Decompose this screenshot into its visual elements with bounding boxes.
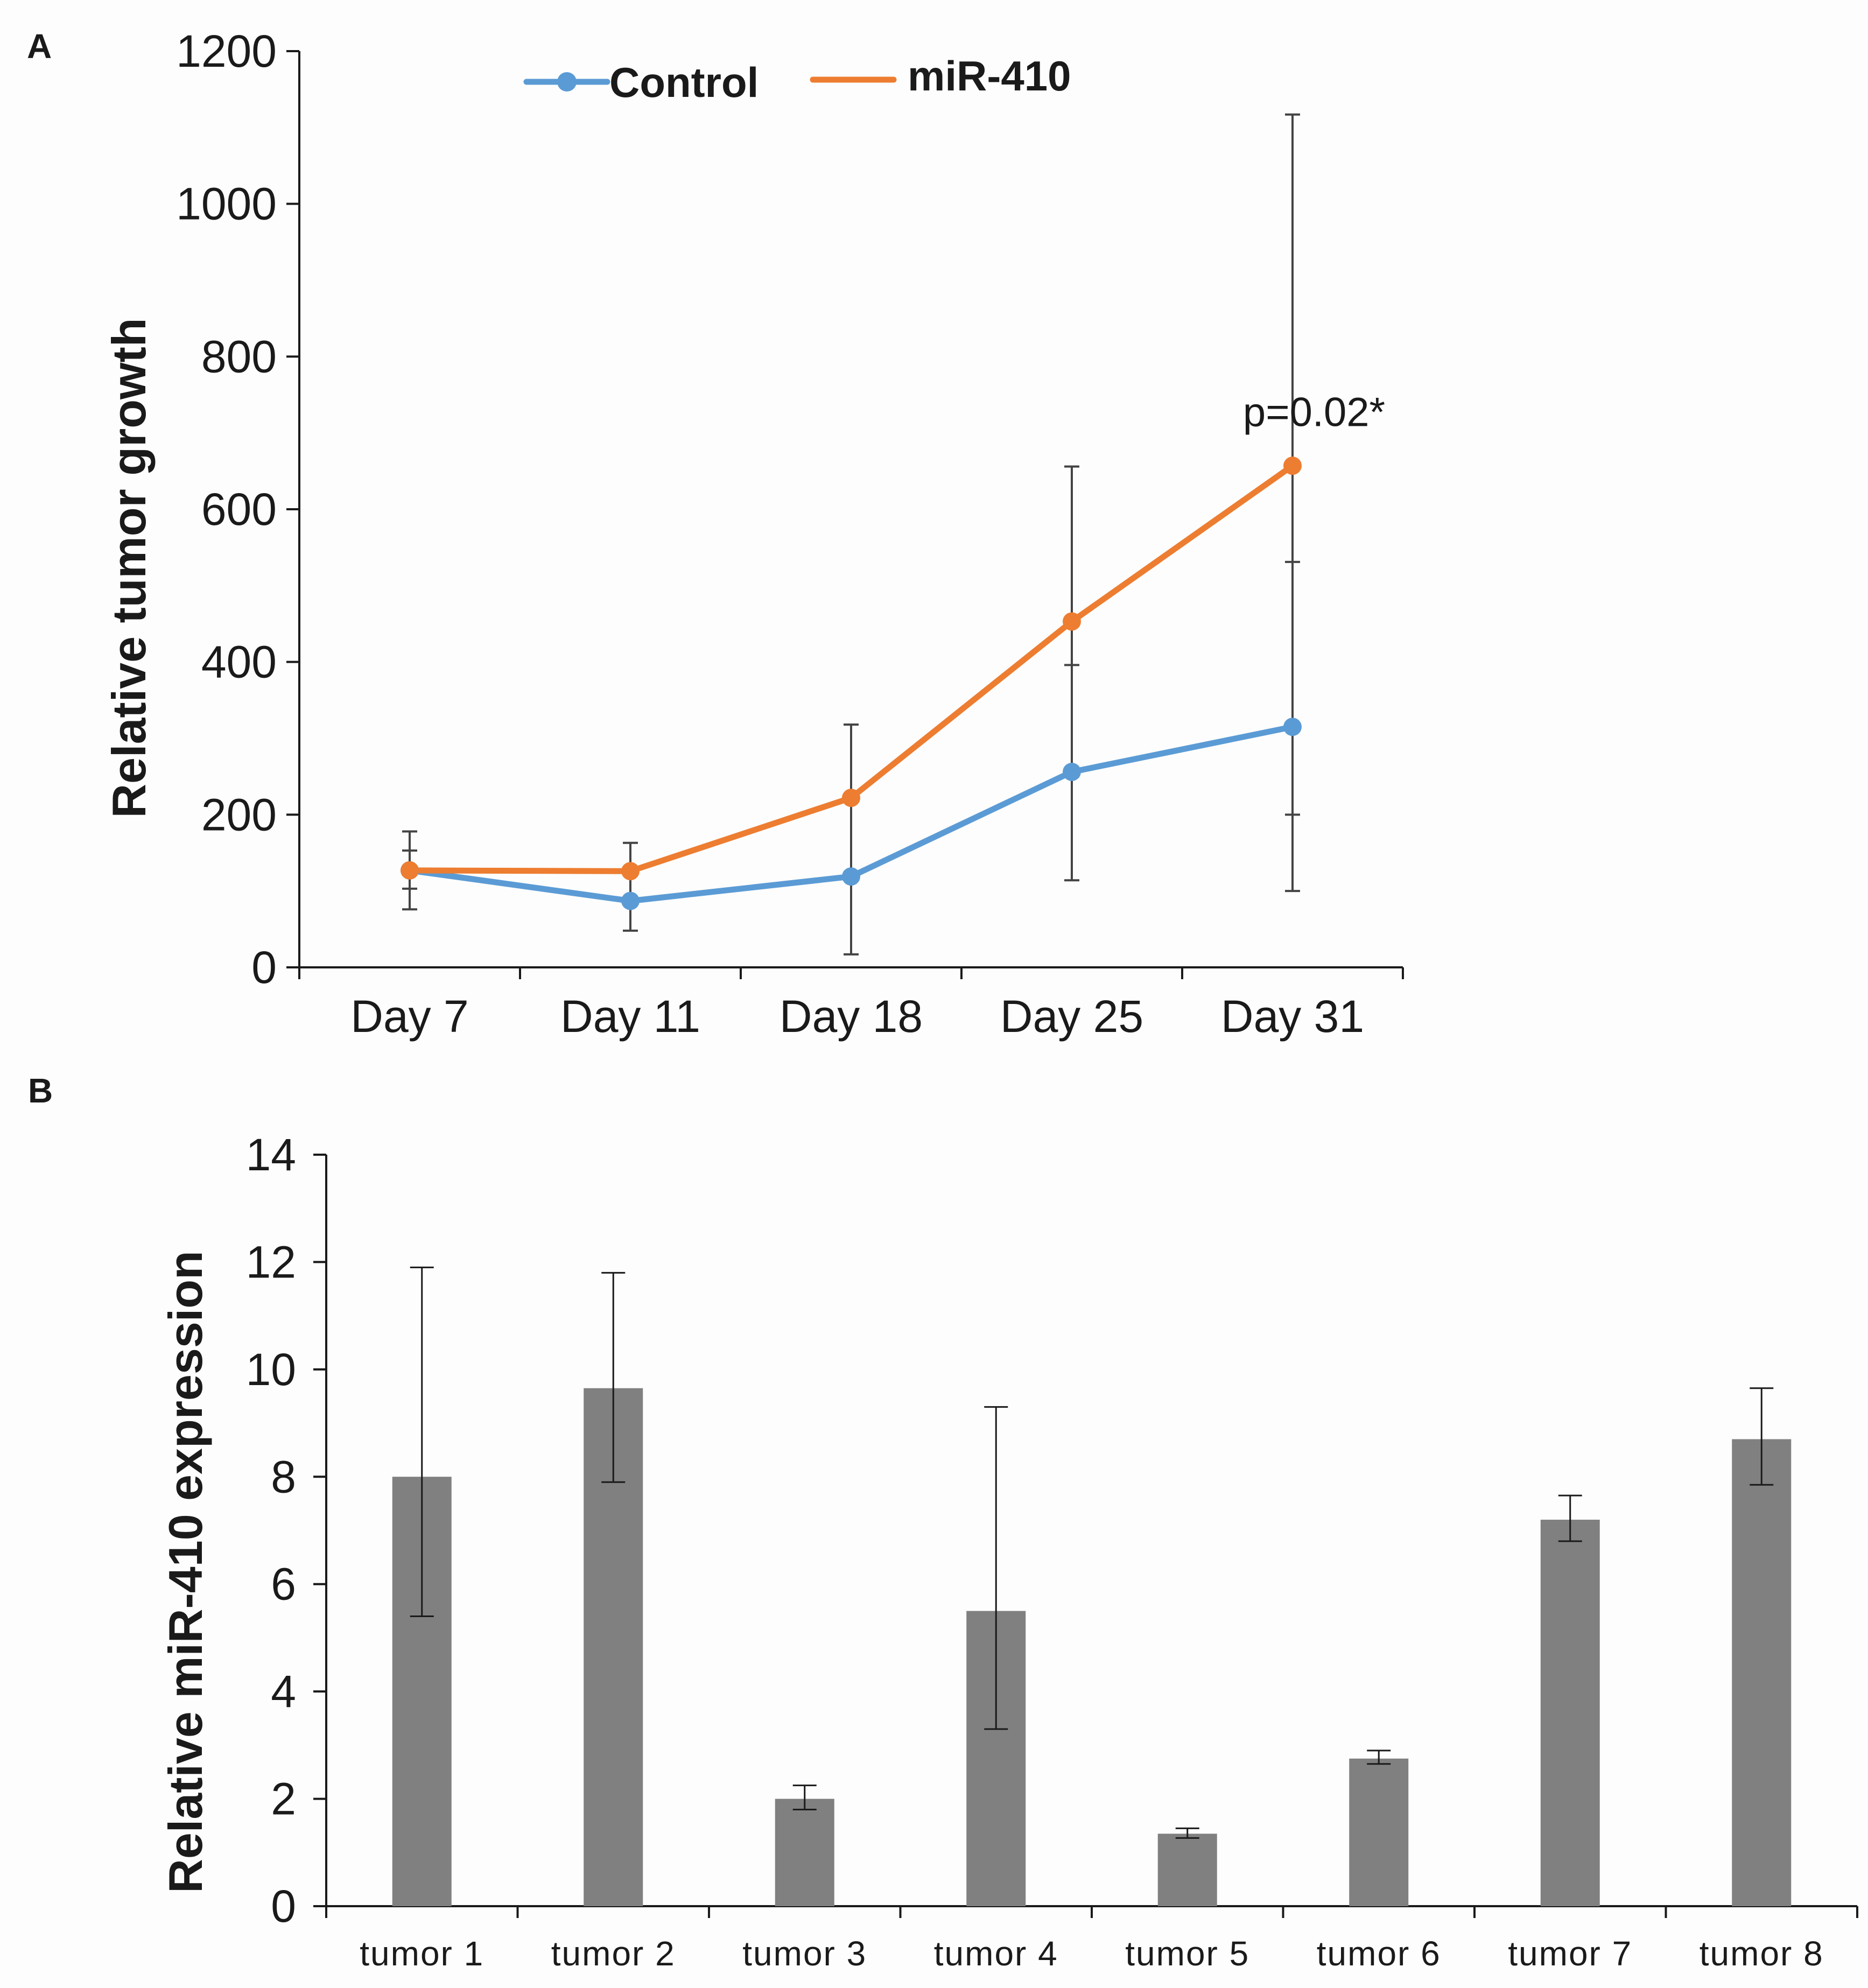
chart-b-x-tick-label: tumor 6: [1317, 1934, 1441, 1973]
data-point-control: [842, 867, 860, 886]
chart-b-y-tick-label: 8: [271, 1451, 296, 1502]
chart-a-y-tick-label: 600: [201, 484, 277, 535]
chart-b-y-tick-label: 12: [246, 1237, 296, 1287]
bar-tumor-5: [1157, 1834, 1217, 1906]
chart-b-y-ticks: 0 2 4 6 8 10 12 14: [246, 1129, 326, 1931]
data-point-mir-410: [1283, 456, 1302, 475]
chart-a-y-tick-label: 1200: [176, 26, 277, 76]
chart-a-legend: Control miR-410: [523, 52, 1071, 106]
panel-a-label: A: [27, 27, 52, 66]
chart-b-x-tick-label: tumor 8: [1700, 1934, 1824, 1973]
legend-control-label: Control: [609, 59, 759, 106]
chart-b-x-tick-label: tumor 5: [1125, 1934, 1249, 1973]
chart-b-x-tick-label: tumor 4: [934, 1934, 1058, 1973]
chart-a-y-tick-label: 800: [201, 331, 277, 382]
chart-b-x-tick-label: tumor 7: [1508, 1934, 1632, 1973]
chart-a-y-axis-label: Relative tumor growth: [102, 318, 156, 818]
chart-a-y-tick-label: 400: [201, 637, 277, 687]
data-point-mir-410: [1063, 612, 1081, 631]
chart-b-bars: [392, 1266, 1792, 1906]
chart-a-x-tick-label: Day 7: [350, 991, 468, 1042]
chart-b-y-tick-label: 2: [271, 1774, 296, 1824]
chart-a-x-tick-label: Day 18: [779, 991, 923, 1042]
chart-a-x-tick-label: Day 31: [1221, 991, 1364, 1042]
chart-b-x-tick-label: tumor 3: [742, 1934, 867, 1973]
bar-tumor-7: [1540, 1520, 1600, 1906]
legend-control-marker: [557, 72, 577, 92]
chart-b-y-tick-label: 10: [246, 1344, 296, 1395]
chart-a-series: [401, 113, 1302, 956]
data-point-control: [1063, 762, 1081, 781]
chart-b-y-tick-label: 6: [271, 1559, 296, 1610]
chart-a-y-tick-label: 200: [201, 789, 277, 840]
chart-b-x-ticks: tumor 1 tumor 2 tumor 3 tumor 4 tumor 5 tumor…: [325, 1906, 1858, 1973]
chart-b-y-axis-label: Relative miR-410 expression: [159, 1251, 212, 1893]
data-point-mir-410: [621, 862, 640, 881]
chart-a-x-tick-label: Day 25: [1000, 991, 1143, 1042]
chart-a-annotation: p=0.02*: [1243, 390, 1385, 435]
chart-a-y-ticks: 0 200 400 600 800 1000 1200: [176, 26, 299, 993]
panel-b-label: B: [28, 1071, 53, 1110]
bar-tumor-8: [1732, 1439, 1792, 1906]
bar-tumor-6: [1349, 1758, 1409, 1906]
data-point-control: [1283, 718, 1302, 736]
legend-mir410-label: miR-410: [908, 52, 1071, 100]
chart-a-y-tick-label: 0: [251, 942, 277, 993]
bar-tumor-3: [775, 1799, 834, 1906]
chart-a-x-ticks: Day 7 Day 11 Day 18 Day 25 Day 31: [298, 967, 1404, 1042]
chart-a-x-tick-label: Day 11: [560, 991, 700, 1042]
data-point-mir-410: [842, 789, 860, 807]
chart-b-y-tick-label: 4: [271, 1666, 296, 1717]
data-point-mir-410: [401, 861, 419, 880]
data-point-control: [621, 891, 640, 910]
chart-b-y-tick-label: 0: [271, 1881, 296, 1931]
chart-b-x-tick-label: tumor 2: [551, 1934, 676, 1973]
chart-b-y-tick-label: 14: [246, 1129, 296, 1180]
chart-b: 0 2 4 6 8 10 12 14 tumor 1 tumor 2 tumor 3 tumor 4…: [159, 1129, 1858, 1973]
chart-b-x-tick-label: tumor 1: [360, 1934, 484, 1973]
chart-a-y-tick-label: 1000: [176, 179, 277, 229]
